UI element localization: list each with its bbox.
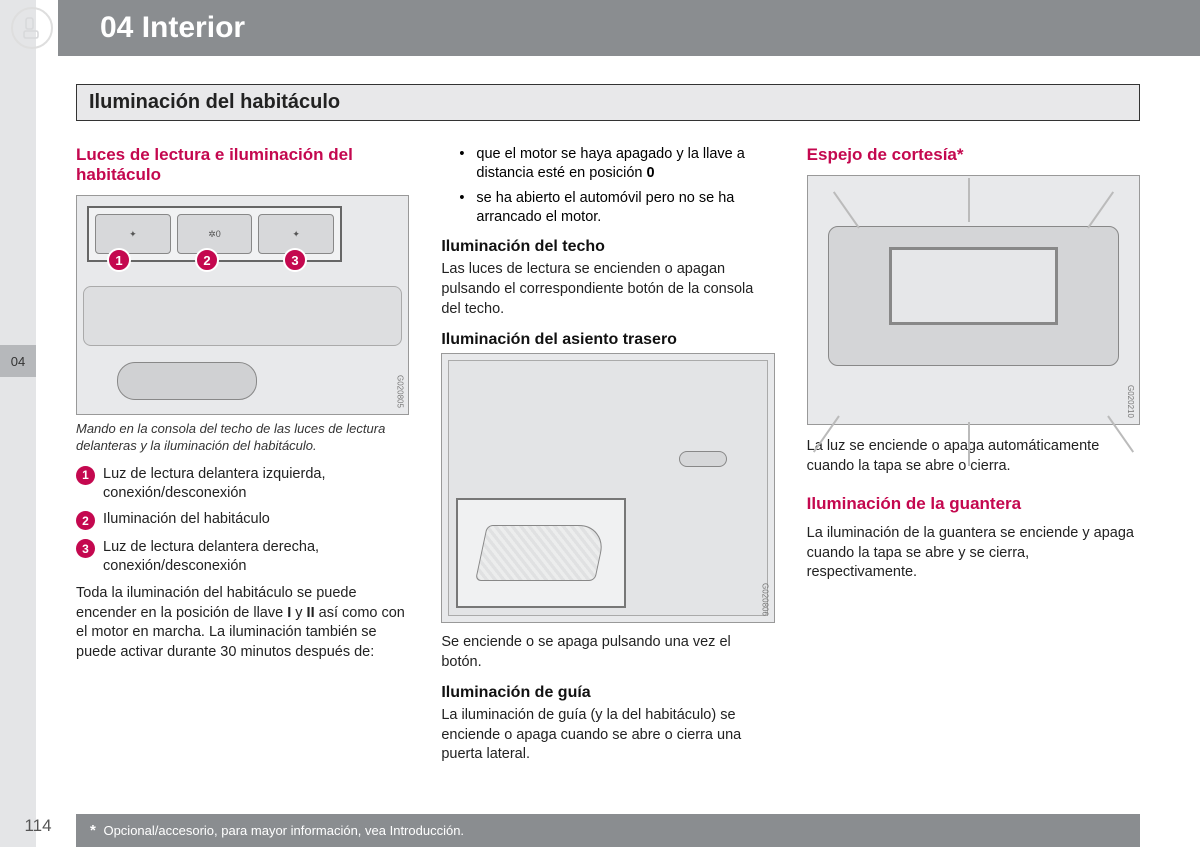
figure-rear-door: G020806 [441, 353, 774, 623]
callout-1: 1 [107, 248, 131, 272]
side-tab: 04 [0, 345, 36, 377]
bullet-1-text: que el motor se haya apagado y la llave … [476, 145, 774, 183]
callout-2: 2 [195, 248, 219, 272]
light-ray [1087, 191, 1114, 228]
side-strip [0, 0, 36, 847]
bullet-2: • se ha abierto el automóvil pero no se … [441, 189, 774, 227]
vanity-mirror-shape [889, 247, 1058, 325]
numbered-item-3: 3 Luz de lectura delantera derecha, cone… [76, 538, 409, 576]
num-badge-2: 2 [76, 511, 95, 530]
footer: 114 * Opcional/accesorio, para mayor inf… [0, 814, 1200, 847]
heading-reading-lights: Luces de lectura e iluminación del habit… [76, 145, 409, 185]
bullet-dot-icon: • [459, 189, 464, 227]
bullet-1: • que el motor se haya apagado y la llav… [441, 145, 774, 183]
paragraph-glovebox: La iluminación de la guantera se enciend… [807, 524, 1140, 583]
light-ray [968, 178, 970, 222]
footer-bar: * Opcional/accesorio, para mayor informa… [76, 814, 1140, 847]
section-bar: Iluminación del habitáculo [76, 84, 1140, 121]
footnote-text: Opcional/accesorio, para mayor informaci… [103, 823, 464, 838]
dashboard-shape [83, 286, 402, 346]
figure-caption: Mando en la consola del techo de las luc… [76, 421, 409, 455]
figure-roof-console: ✦ ✲ 0 ✦ 1 2 3 G020805 [76, 195, 409, 415]
heading-roof-light: Iluminación del techo [441, 238, 774, 256]
panel-button-center: ✲ 0 [177, 214, 253, 254]
door-handle-shape [679, 451, 727, 467]
bullet-2-text: se ha abierto el automóvil pero no se ha… [476, 189, 774, 227]
column-2: • que el motor se haya apagado y la llav… [441, 145, 774, 771]
paragraph-rear-seat: Se enciende o se apaga pulsando una vez … [441, 633, 774, 672]
heading-guide-light: Iluminación de guía [441, 684, 774, 702]
paragraph-roof-light: Las luces de lectura se encienden o apag… [441, 260, 774, 319]
numbered-item-1: 1 Luz de lectura delantera izquierda, co… [76, 465, 409, 503]
paragraph-vanity: La luz se enciende o apaga automáticamen… [807, 437, 1140, 476]
num-text-1: Luz de lectura delantera izquierda, cone… [103, 465, 409, 503]
num-text-2: Iluminación del habitáculo [103, 510, 270, 529]
figure-vanity-mirror: G020210 [807, 175, 1140, 425]
num-text-3: Luz de lectura delantera derecha, conexi… [103, 538, 409, 576]
paragraph-keypos: Toda la iluminación del habitáculo se pu… [76, 584, 409, 662]
page-number: 114 [0, 816, 76, 846]
chapter-header: 04 Interior [58, 0, 1200, 56]
chapter-title: 04 Interior [100, 11, 245, 45]
figure-inset [456, 498, 626, 608]
figure-code: G020806 [761, 583, 770, 616]
numbered-item-2: 2 Iluminación del habitáculo [76, 510, 409, 530]
rear-lamp-shape [475, 525, 607, 581]
bullet-dot-icon: • [459, 145, 464, 183]
heading-vanity-mirror: Espejo de cortesía* [807, 145, 1140, 165]
rearview-mirror-shape [117, 362, 257, 400]
heading-glovebox: Iluminación de la guantera [807, 494, 1140, 514]
panel-button-left: ✦ [95, 214, 171, 254]
footnote-star: * [90, 822, 96, 839]
num-badge-1: 1 [76, 466, 95, 485]
light-ray [833, 191, 860, 228]
section-title: Iluminación del habitáculo [89, 91, 1127, 114]
paragraph-guide-light: La iluminación de guía (y la del habitác… [441, 706, 774, 765]
content-columns: Luces de lectura e iluminación del habit… [0, 121, 1200, 771]
seat-icon [11, 7, 53, 49]
callout-3: 3 [283, 248, 307, 272]
column-3: Espejo de cortesía* G020210 La luz se en… [807, 145, 1140, 771]
figure-code: G020210 [1126, 385, 1135, 418]
sun-visor-shape [828, 226, 1119, 366]
column-1: Luces de lectura e iluminación del habit… [76, 145, 409, 771]
figure-code: G020805 [395, 375, 404, 408]
light-ray [968, 422, 970, 466]
heading-rear-seat: Iluminación del asiento trasero [441, 331, 774, 349]
num-badge-3: 3 [76, 539, 95, 558]
